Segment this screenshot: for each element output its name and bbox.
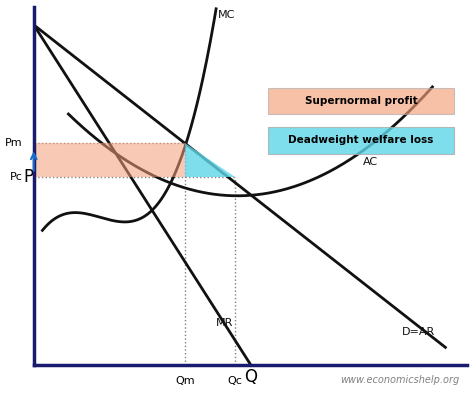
Text: Qm: Qm xyxy=(175,376,195,386)
Polygon shape xyxy=(185,143,235,177)
Text: Supernormal profit: Supernormal profit xyxy=(304,96,417,106)
Text: Pm: Pm xyxy=(5,138,23,148)
Y-axis label: P: P xyxy=(23,168,33,186)
Text: www.economicshelp.org: www.economicshelp.org xyxy=(340,375,460,385)
X-axis label: Q: Q xyxy=(244,368,257,386)
Bar xyxy=(268,127,454,154)
Text: Pc: Pc xyxy=(10,172,23,182)
Text: Deadweight welfare loss: Deadweight welfare loss xyxy=(288,136,434,145)
Text: AC: AC xyxy=(363,157,378,167)
Bar xyxy=(34,143,185,177)
Bar xyxy=(268,88,454,114)
Text: D=AR: D=AR xyxy=(402,327,435,337)
Text: MC: MC xyxy=(218,10,236,20)
Text: Qc: Qc xyxy=(228,376,243,386)
Text: MR: MR xyxy=(216,318,233,328)
